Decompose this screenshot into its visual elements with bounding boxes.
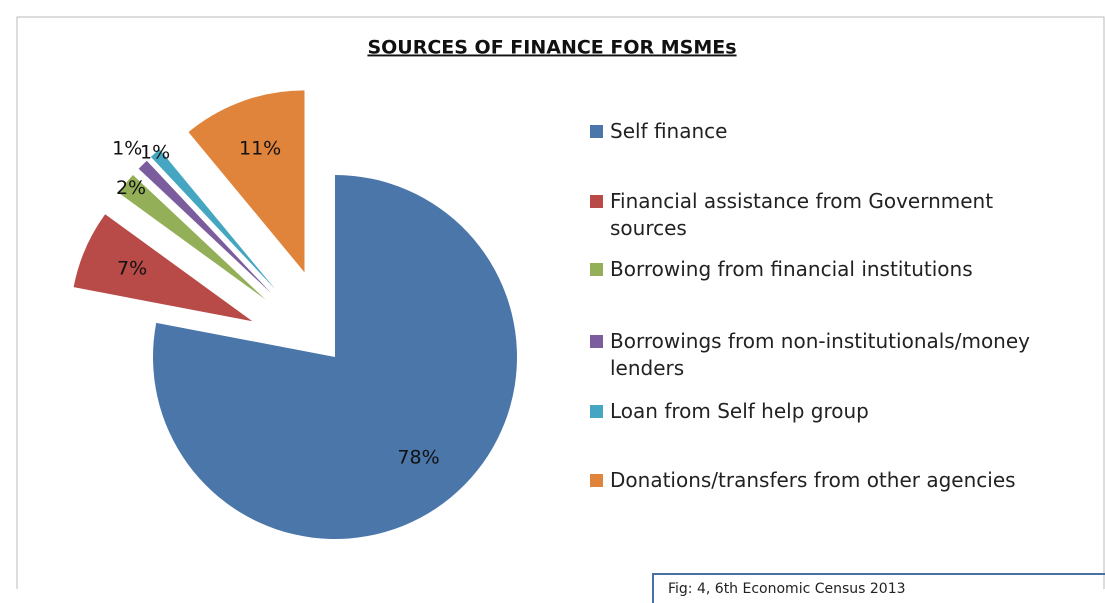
- pie-slice: [150, 149, 276, 290]
- legend-item: Borrowing from financial institutions: [590, 256, 1070, 283]
- figure-note: Fig: 4, 6th Economic Census 2013: [652, 573, 1105, 603]
- legend-label: Loan from Self help group: [610, 399, 869, 423]
- legend-label: Financial assistance from Government sou…: [610, 189, 994, 240]
- legend-swatch: [590, 474, 603, 487]
- data-label: 1%: [112, 138, 142, 160]
- pie-slice: [188, 90, 305, 273]
- legend-item: Borrowings from non-institutionals/money…: [590, 328, 1070, 382]
- data-label: 7%: [117, 258, 147, 280]
- pie-slice: [73, 214, 253, 322]
- legend-swatch: [590, 405, 603, 418]
- data-label: 11%: [239, 138, 281, 160]
- legend-item: Donations/transfers from other agencies: [590, 467, 1070, 494]
- legend-item: Loan from Self help group: [590, 398, 1070, 425]
- legend-swatch: [590, 125, 603, 138]
- chart: SOURCES OF FINANCE FOR MSMEs 78% 7% 2% 1%1%…: [16, 16, 1105, 589]
- legend-swatch: [590, 195, 603, 208]
- data-label: 2%: [116, 177, 146, 199]
- legend-label: Donations/transfers from other agencies: [610, 468, 1016, 492]
- pie-slice: [138, 160, 272, 294]
- legend-label: Self finance: [610, 119, 728, 143]
- chart-title: SOURCES OF FINANCE FOR MSMEs: [367, 37, 736, 59]
- pie-slice: [153, 175, 517, 539]
- legend-swatch: [590, 335, 603, 348]
- legend-label: Borrowings from non-institutionals/money…: [610, 329, 1030, 380]
- legend-label: Borrowing from financial institutions: [610, 257, 973, 281]
- legend-item: Financial assistance from Government sou…: [590, 188, 1070, 242]
- frame: [16, 16, 1105, 589]
- data-label: 1%: [140, 141, 170, 163]
- data-label: 78%: [397, 446, 439, 468]
- page: SOURCES OF FINANCE FOR MSMEs 78% 7% 2% 1% 1%…: [16, 16, 1105, 603]
- legend-item: Self finance: [590, 118, 1070, 145]
- pie-slice: [118, 175, 266, 300]
- legend-swatch: [590, 263, 603, 276]
